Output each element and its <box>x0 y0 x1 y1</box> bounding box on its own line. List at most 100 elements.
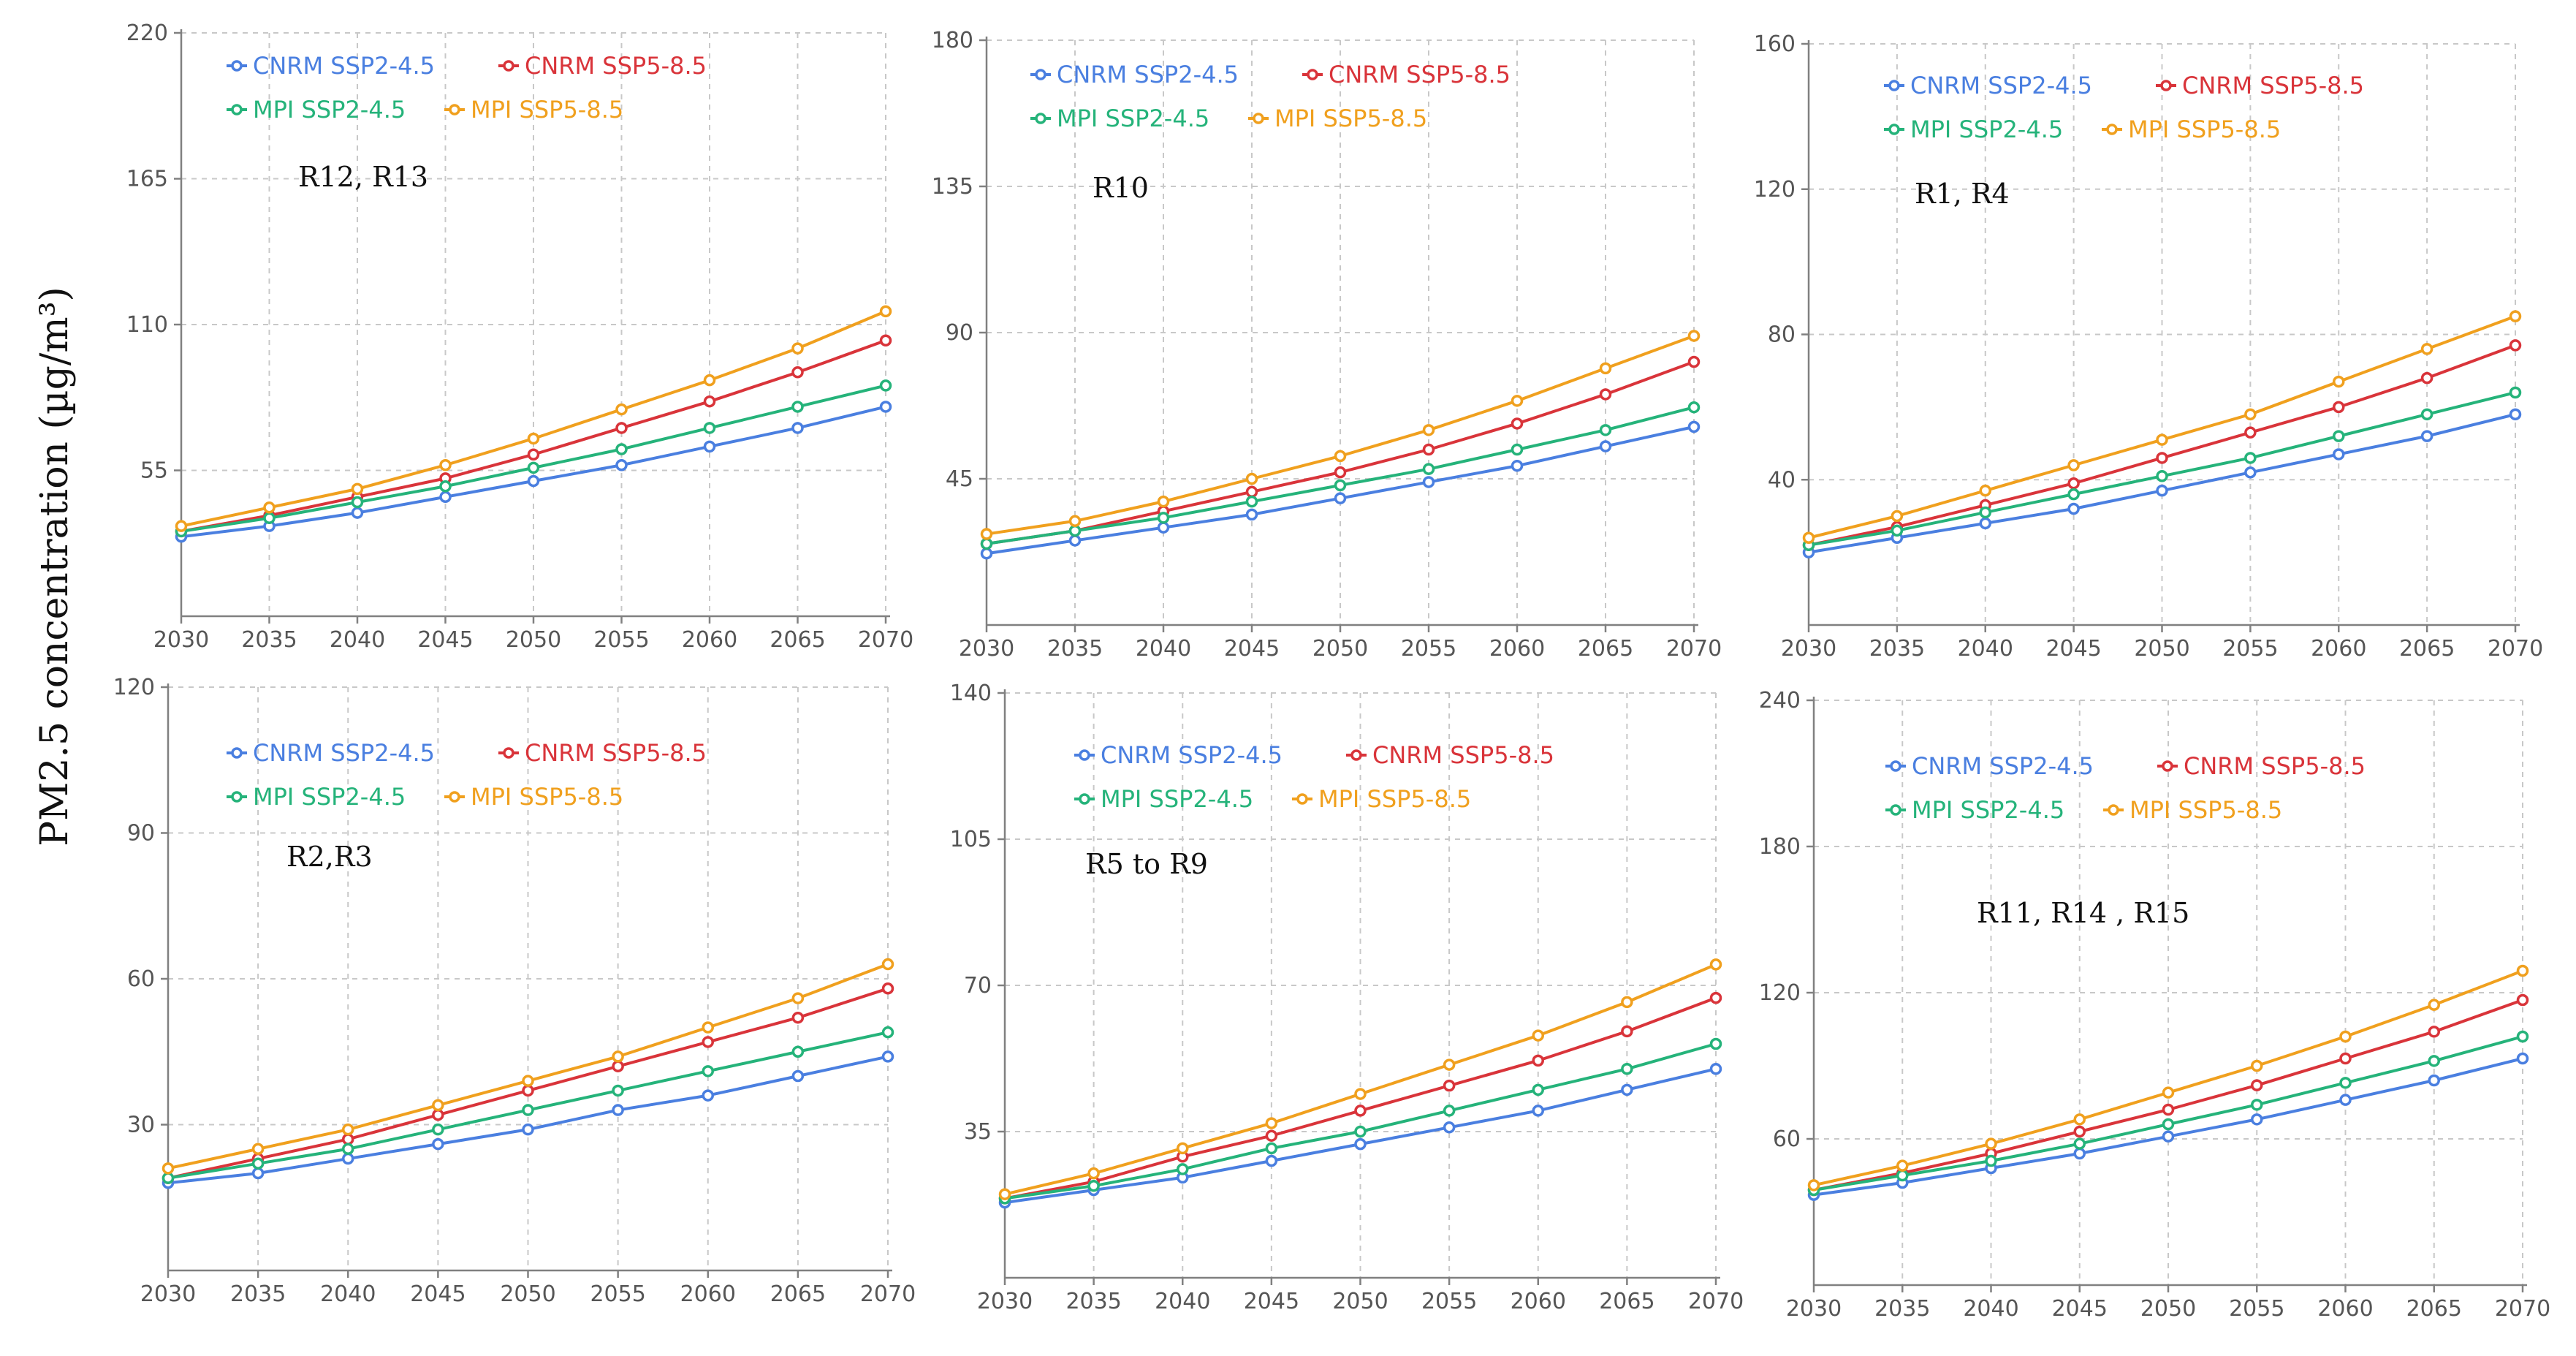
data-point-cnrm-ssp2-4-5 <box>432 1137 444 1151</box>
data-point-mpi-ssp5-8-5 <box>1985 1137 1997 1150</box>
legend-label-cnrm-ssp5-8-5: CNRM SSP5-8.5 <box>525 52 707 80</box>
legend-label-mpi-ssp5-8-5: MPI SSP5-8.5 <box>1318 785 1471 813</box>
x-tick-label: 2040 <box>1136 636 1191 662</box>
data-point-cnrm-ssp2-4-5 <box>1443 1121 1456 1134</box>
y-tick-label: 180 <box>932 28 973 53</box>
data-point-mpi-ssp5-8-5 <box>1896 1159 1909 1172</box>
data-point-mpi-ssp2-4-5 <box>1709 1037 1722 1050</box>
y-tick-label: 140 <box>950 681 992 706</box>
data-point-cnrm-ssp2-4-5 <box>881 1050 894 1063</box>
x-tick-label: 2030 <box>977 1289 1033 1314</box>
data-point-cnrm-ssp2-4-5 <box>351 507 364 519</box>
data-point-cnrm-ssp5-8-5 <box>791 1011 805 1024</box>
data-point-cnrm-ssp2-4-5 <box>1709 1063 1722 1075</box>
data-point-cnrm-ssp2-4-5 <box>2156 484 2168 497</box>
x-tick-label: 2045 <box>2052 1296 2108 1322</box>
data-point-mpi-ssp5-8-5 <box>881 958 894 971</box>
x-tick-label: 2070 <box>1666 636 1722 662</box>
data-point-mpi-ssp2-4-5 <box>1687 401 1701 414</box>
data-point-mpi-ssp2-4-5 <box>1422 463 1435 475</box>
data-point-cnrm-ssp2-4-5 <box>615 458 628 471</box>
legend-label-cnrm-ssp2-4-5: CNRM SSP2-4.5 <box>253 739 435 767</box>
x-tick-label: 2045 <box>417 627 473 653</box>
data-point-mpi-ssp2-4-5 <box>1985 1154 1997 1167</box>
data-point-mpi-ssp2-4-5 <box>1443 1105 1456 1117</box>
data-point-cnrm-ssp2-4-5 <box>1068 534 1082 547</box>
legend-label-cnrm-ssp2-4-5: CNRM SSP2-4.5 <box>1910 72 2092 99</box>
legend-label-cnrm-ssp5-8-5: CNRM SSP5-8.5 <box>1329 61 1511 88</box>
data-point-cnrm-ssp2-4-5 <box>980 547 993 560</box>
data-point-mpi-ssp5-8-5 <box>1265 1117 1278 1129</box>
data-point-mpi-ssp2-4-5 <box>791 401 804 413</box>
x-tick-label: 2030 <box>140 1281 196 1307</box>
data-point-mpi-ssp5-8-5 <box>342 1123 354 1136</box>
x-tick-label: 2035 <box>241 627 297 653</box>
y-tick-label: 240 <box>1759 688 1801 713</box>
data-point-mpi-ssp5-8-5 <box>2428 999 2440 1011</box>
data-point-mpi-ssp2-4-5 <box>2067 488 2080 501</box>
data-point-mpi-ssp5-8-5 <box>1177 1142 1189 1155</box>
data-point-mpi-ssp5-8-5 <box>1087 1167 1100 1180</box>
data-point-mpi-ssp2-4-5 <box>2162 1118 2175 1131</box>
y-tick-label: 55 <box>140 458 168 484</box>
data-point-cnrm-ssp2-4-5 <box>2333 448 2345 461</box>
x-tick-label: 2070 <box>2495 1296 2550 1322</box>
data-point-mpi-ssp2-4-5 <box>703 422 716 434</box>
data-point-cnrm-ssp5-8-5 <box>2428 1026 2440 1038</box>
data-point-cnrm-ssp2-4-5 <box>1354 1137 1367 1151</box>
data-point-cnrm-ssp2-4-5 <box>2251 1113 2263 1126</box>
data-point-mpi-ssp5-8-5 <box>2333 375 2345 388</box>
legend-marker-cnrm-ssp5-8-5 <box>2160 80 2172 91</box>
y-tick-label: 110 <box>126 312 168 338</box>
data-point-mpi-ssp5-8-5 <box>1802 531 1815 544</box>
x-tick-label: 2065 <box>2406 1296 2462 1322</box>
x-tick-label: 2040 <box>1155 1289 1210 1314</box>
data-point-mpi-ssp5-8-5 <box>791 342 804 355</box>
data-point-mpi-ssp2-4-5 <box>702 1065 714 1077</box>
data-point-mpi-ssp2-4-5 <box>527 461 540 474</box>
legend-label-cnrm-ssp2-4-5: CNRM SSP2-4.5 <box>1912 752 2094 780</box>
y-tick-label: 35 <box>964 1119 992 1145</box>
y-tick-label: 120 <box>113 675 155 700</box>
data-point-mpi-ssp5-8-5 <box>2339 1030 2352 1043</box>
legend-label-mpi-ssp5-8-5: MPI SSP5-8.5 <box>2129 796 2282 824</box>
data-point-cnrm-ssp5-8-5 <box>1709 991 1722 1004</box>
x-tick-label: 2035 <box>1047 636 1103 662</box>
data-point-mpi-ssp2-4-5 <box>2339 1077 2352 1089</box>
legend-marker-cnrm-ssp5-8-5 <box>2162 760 2173 772</box>
y-tick-label: 120 <box>1759 980 1801 1006</box>
chart-panel-1: 55 110 165 220 2030 2035 2040 2045 2050 2055 2060 2… <box>126 20 913 653</box>
x-tick-label: 2065 <box>1599 1289 1654 1314</box>
data-point-mpi-ssp5-8-5 <box>612 1050 624 1063</box>
data-point-mpi-ssp2-4-5 <box>1979 506 1991 519</box>
data-point-mpi-ssp5-8-5 <box>522 1075 534 1087</box>
legend-label-cnrm-ssp5-8-5: CNRM SSP5-8.5 <box>525 739 707 767</box>
x-tick-label: 2055 <box>2222 636 2278 662</box>
legend-marker-cnrm-ssp5-8-5 <box>1350 749 1362 761</box>
x-tick-label: 2045 <box>1244 1289 1299 1314</box>
data-point-mpi-ssp2-4-5 <box>439 480 452 493</box>
data-point-cnrm-ssp5-8-5 <box>703 395 716 408</box>
legend-marker-mpi-ssp2-4-5 <box>1890 804 1901 816</box>
chart-panel-5: 35 70 105 140 2030 2035 2040 2045 2050 2055 2060 20… <box>950 681 1744 1314</box>
legend: CNRM SSP2-4.5 CNRM SSP5-8.5 MPI SSP2-4.5 MP… <box>227 739 707 811</box>
data-point-cnrm-ssp5-8-5 <box>432 1108 444 1121</box>
data-point-mpi-ssp2-4-5 <box>162 1172 175 1184</box>
data-point-mpi-ssp5-8-5 <box>980 528 993 540</box>
x-tick-label: 2060 <box>1489 636 1545 662</box>
data-point-mpi-ssp5-8-5 <box>1157 495 1170 508</box>
data-point-cnrm-ssp2-4-5 <box>439 490 452 504</box>
legend-marker-cnrm-ssp2-4-5 <box>1888 80 1900 91</box>
legend-marker-cnrm-ssp5-8-5 <box>503 60 514 72</box>
x-tick-label: 2035 <box>1065 1289 1121 1314</box>
x-tick-label: 2060 <box>2317 1296 2373 1322</box>
x-tick-label: 2030 <box>1786 1296 1842 1322</box>
data-point-mpi-ssp2-4-5 <box>1621 1063 1633 1075</box>
legend-label-cnrm-ssp5-8-5: CNRM SSP5-8.5 <box>2182 72 2364 99</box>
data-point-mpi-ssp2-4-5 <box>251 1157 265 1170</box>
data-point-mpi-ssp5-8-5 <box>1807 1179 1820 1192</box>
data-point-mpi-ssp5-8-5 <box>1979 484 1991 497</box>
data-point-cnrm-ssp2-4-5 <box>702 1089 714 1102</box>
x-tick-label: 2055 <box>1401 636 1456 662</box>
